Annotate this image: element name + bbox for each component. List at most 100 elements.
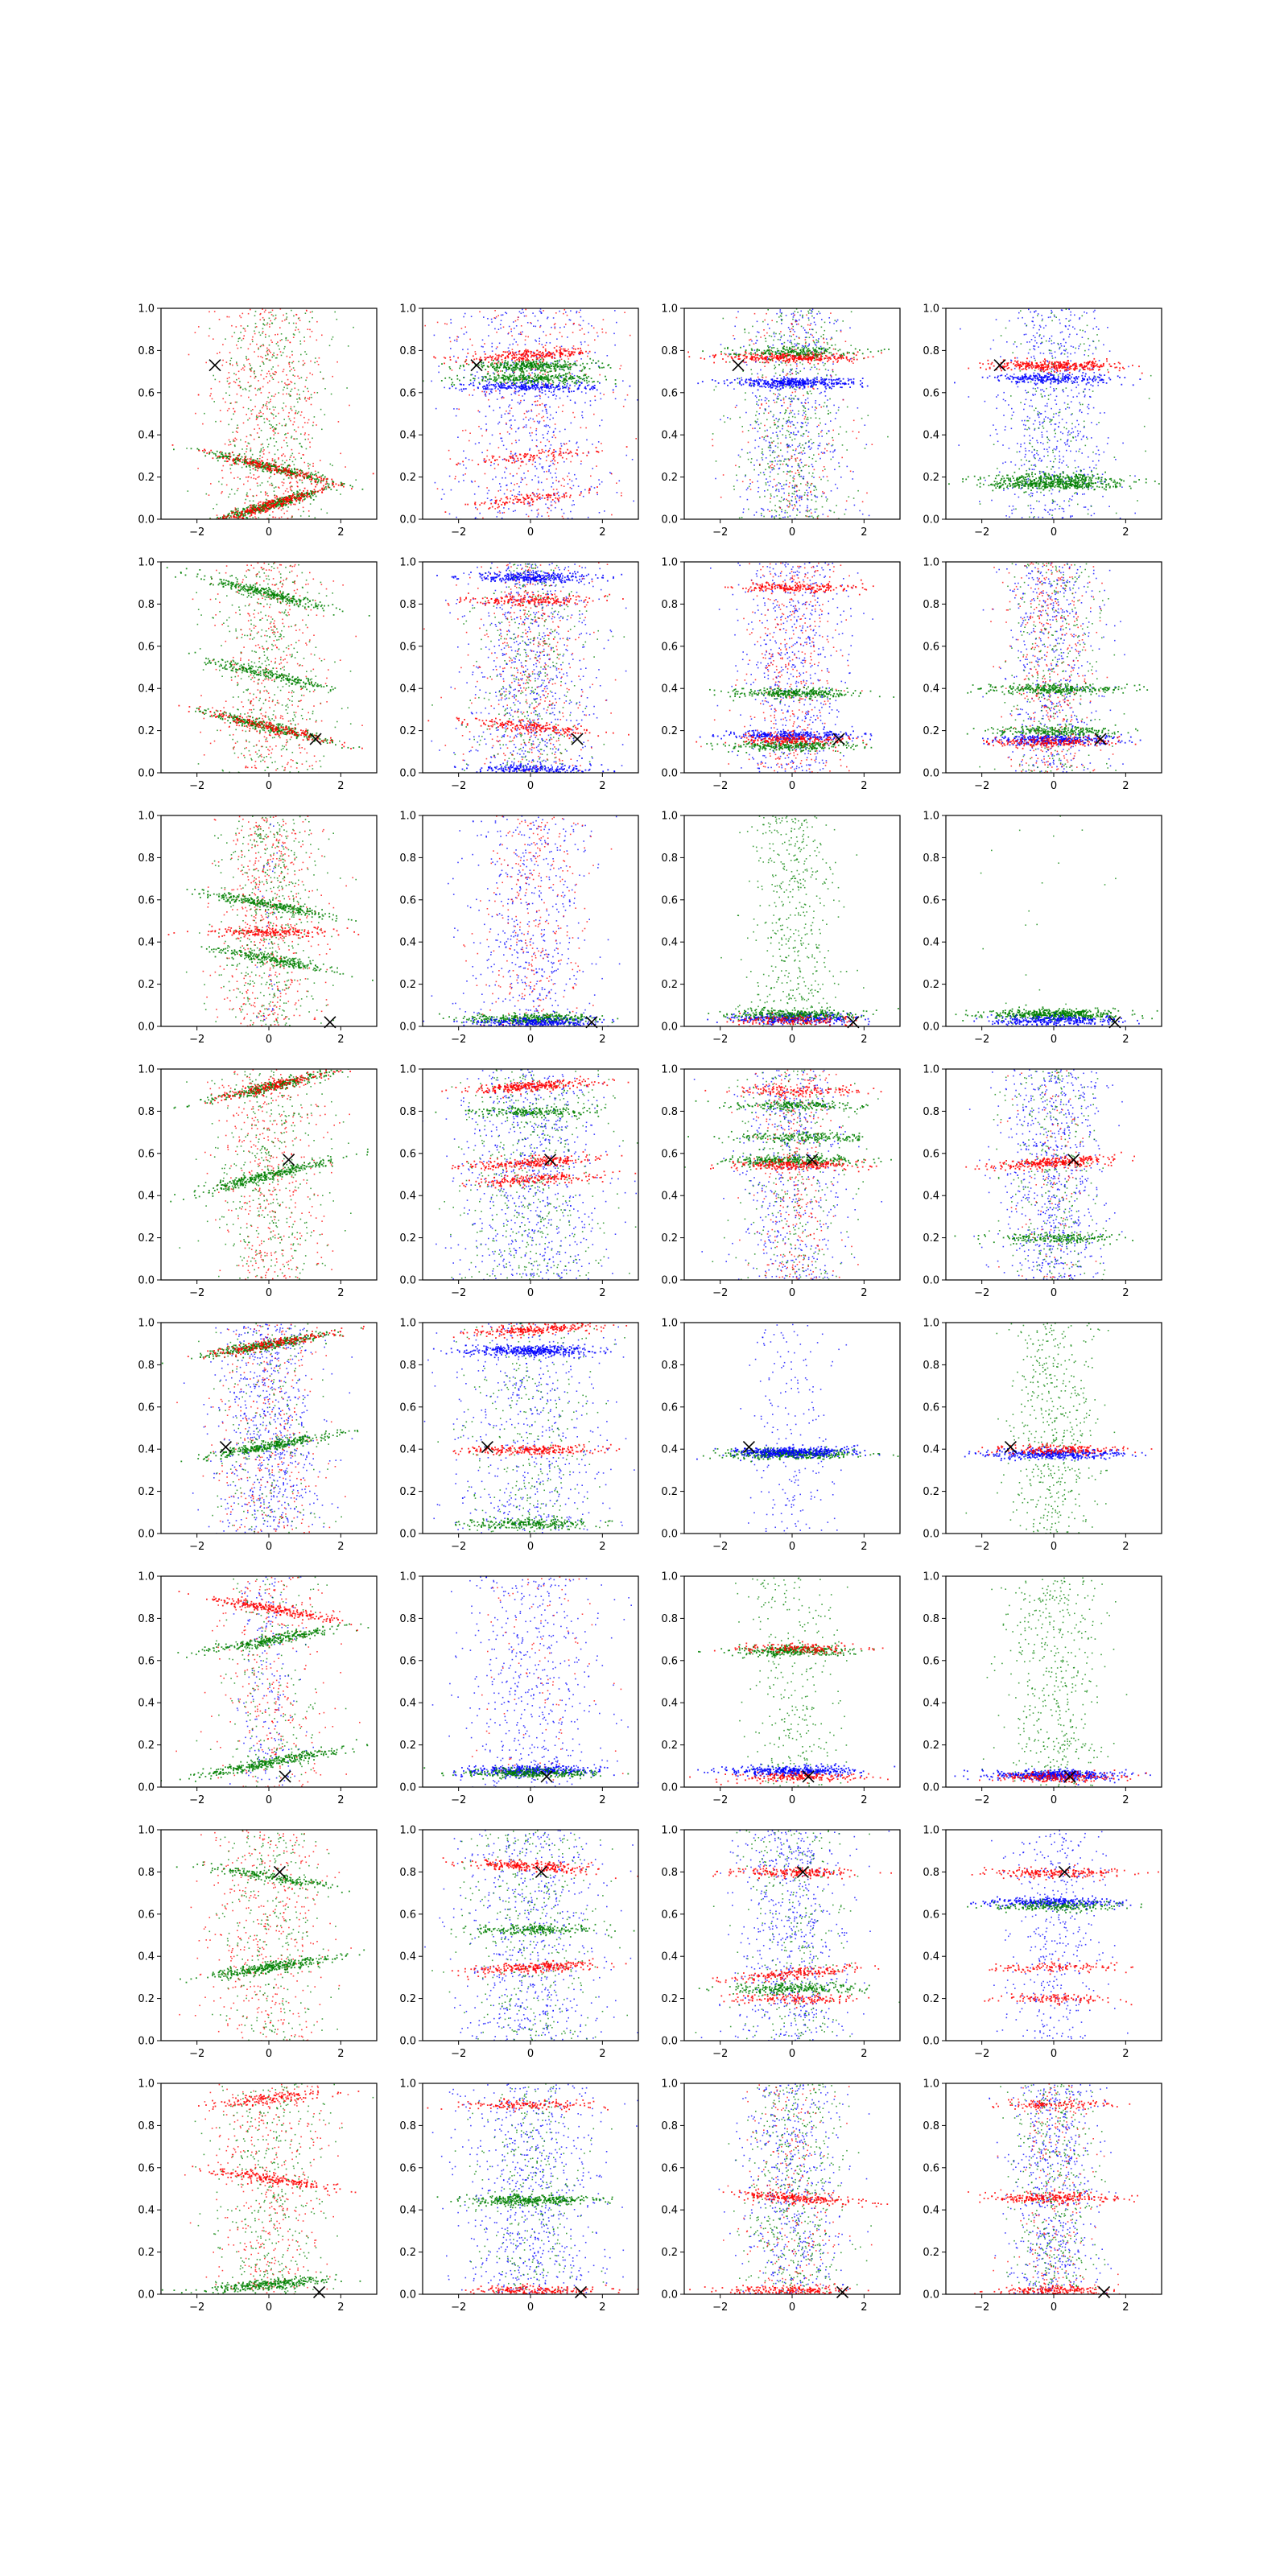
point-blue <box>541 466 543 469</box>
point-red <box>497 315 499 316</box>
point-green <box>243 364 245 366</box>
point-red <box>294 503 296 506</box>
point-blue <box>715 477 716 480</box>
point-red <box>289 394 291 396</box>
point-blue <box>786 340 789 341</box>
point-red <box>529 459 531 461</box>
point-red <box>279 472 281 474</box>
point-red <box>448 449 450 452</box>
point-blue <box>528 419 530 421</box>
point-blue <box>515 385 517 387</box>
point-red <box>524 453 526 455</box>
point-blue <box>532 387 534 390</box>
point-green <box>249 464 250 466</box>
point-blue <box>567 395 568 398</box>
point-red <box>635 438 637 440</box>
point-red <box>494 496 497 498</box>
point-green <box>310 481 312 483</box>
point-green <box>258 460 260 462</box>
point-red <box>530 353 532 355</box>
point-green <box>607 365 609 366</box>
point-blue <box>482 346 484 348</box>
point-green <box>481 380 484 382</box>
point-red <box>258 509 259 510</box>
point-red <box>226 378 229 380</box>
point-blue <box>463 384 464 386</box>
point-blue <box>757 481 758 482</box>
point-red <box>195 412 196 415</box>
point-green <box>254 376 257 378</box>
point-green <box>272 406 275 408</box>
point-red <box>525 359 527 361</box>
point-green <box>588 380 590 382</box>
point-blue <box>564 460 565 463</box>
point-red <box>308 390 309 393</box>
point-red <box>257 506 258 509</box>
point-red <box>266 419 269 420</box>
point-blue <box>553 394 555 395</box>
point-red <box>443 357 445 358</box>
point-green <box>272 465 274 467</box>
point-blue <box>819 393 821 394</box>
point-blue <box>458 481 460 483</box>
point-blue <box>485 380 488 382</box>
point-red <box>275 371 276 373</box>
point-red <box>312 374 313 376</box>
point-red <box>266 507 267 510</box>
point-red <box>320 477 323 480</box>
point-red <box>332 375 333 378</box>
point-blue <box>554 387 556 389</box>
point-blue <box>489 384 490 386</box>
point-blue <box>778 490 780 493</box>
point-red <box>274 374 276 376</box>
point-red <box>251 462 253 464</box>
point-red <box>306 475 308 477</box>
point-blue <box>778 460 781 462</box>
point-red <box>554 354 556 357</box>
point-red <box>315 485 316 488</box>
point-red <box>502 326 505 328</box>
point-blue <box>782 488 785 489</box>
point-green <box>261 506 263 508</box>
point-red <box>250 514 253 517</box>
point-green <box>204 455 207 457</box>
point-red <box>323 485 324 487</box>
point-green <box>490 363 492 365</box>
point-red <box>449 458 452 460</box>
point-green <box>274 494 276 496</box>
point-red <box>523 352 525 354</box>
point-red <box>255 510 258 512</box>
point-blue <box>591 325 592 327</box>
point-green <box>560 366 562 368</box>
point-green <box>312 494 314 497</box>
point-green <box>423 380 424 382</box>
point-blue <box>544 384 547 386</box>
point-green <box>729 361 731 363</box>
point-blue <box>547 439 548 441</box>
point-green <box>527 365 530 368</box>
point-red <box>217 521 218 522</box>
point-blue <box>542 410 543 412</box>
point-green <box>229 402 232 404</box>
point-green <box>807 312 810 314</box>
point-blue <box>776 312 778 315</box>
point-red <box>289 464 291 467</box>
point-red <box>504 504 506 506</box>
point-red <box>559 349 561 351</box>
point-blue <box>790 422 791 424</box>
point-blue <box>579 369 581 372</box>
point-green <box>229 517 230 518</box>
point-red <box>225 460 228 463</box>
point-red <box>337 421 340 423</box>
point-red <box>254 332 256 335</box>
point-blue <box>574 402 576 404</box>
point-red <box>517 501 519 503</box>
point-green <box>562 369 564 370</box>
point-red <box>572 455 573 457</box>
point-red <box>266 382 269 384</box>
point-blue <box>507 412 510 415</box>
point-green <box>261 466 263 469</box>
point-red <box>311 477 312 479</box>
point-blue <box>499 392 501 394</box>
point-green <box>510 365 511 367</box>
